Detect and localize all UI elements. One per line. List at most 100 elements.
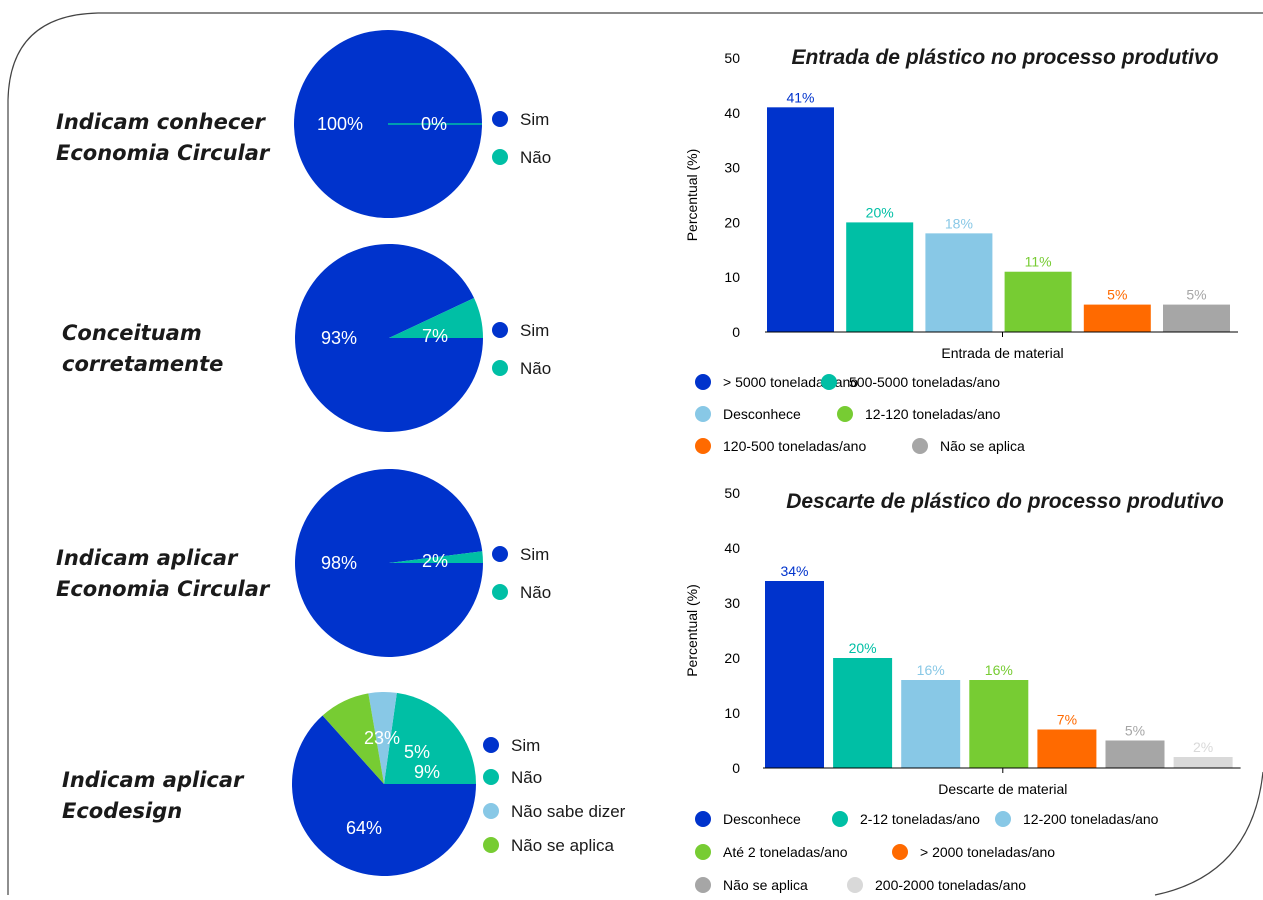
- bar-chart-2-ytick-50: 50: [724, 485, 740, 501]
- bar-chart-2-value-label-3: 16%: [917, 662, 945, 678]
- bar-chart-2: Descarte de plástico do processo produti…: [684, 485, 1241, 893]
- pie-3-legend-marker-1: [492, 546, 508, 562]
- pie-2-label-1: 93%: [321, 328, 357, 348]
- bar-chart-1-value-label-4: 11%: [1025, 254, 1052, 270]
- bar-chart-1-ytick-50: 50: [724, 50, 740, 66]
- pie-4-slice-n-o: [384, 692, 476, 784]
- pie-4-legend-label-1: Sim: [511, 736, 540, 755]
- pie-3-label-1: 98%: [321, 553, 357, 573]
- row-label-1-line2: Economia Circular: [56, 141, 270, 165]
- pie-2-legend-marker-1: [492, 322, 508, 338]
- pie-1-legend-label-2: Não: [520, 148, 551, 167]
- bar-chart-1-xlabel: Entrada de material: [941, 345, 1063, 361]
- bar-chart-1-value-label-6: 5%: [1186, 287, 1206, 303]
- bar-chart-1-ytick-20: 20: [724, 214, 740, 230]
- bar-chart-2-value-label-7: 2%: [1193, 739, 1213, 755]
- row-label-2-line1: Conceituam: [62, 321, 202, 345]
- pie-4-legend-marker-2: [483, 769, 499, 785]
- bar-chart-1: Entrada de plástico no processo produtiv…: [684, 46, 1238, 454]
- bar-chart-2-legend-marker-5: [892, 844, 908, 860]
- bar-chart-2-bar-7: [1173, 757, 1233, 768]
- bar-chart-2-bar-2: [833, 658, 893, 768]
- pie-1-legend-marker-1: [492, 111, 508, 127]
- bar-chart-2-ytick-20: 20: [724, 650, 740, 666]
- row-label-1-line1: Indicam conhecer: [56, 110, 265, 134]
- bar-chart-2-legend-marker-2: [832, 811, 848, 827]
- bar-chart-2-bar-5: [1037, 729, 1097, 768]
- bar-chart-1-value-label-3: 18%: [945, 215, 973, 231]
- bar-chart-1-legend-label-5: 120-500 toneladas/ano: [723, 438, 866, 454]
- pie-3-slice-n-o: [389, 551, 483, 563]
- pie-2-legend-marker-2: [492, 360, 508, 376]
- bar-chart-1-bar-6: [1163, 304, 1230, 332]
- bar-chart-1-ytick-40: 40: [724, 105, 740, 121]
- bar-chart-2-xlabel: Descarte de material: [938, 781, 1067, 797]
- row-label-4-line2: Ecodesign: [62, 799, 183, 823]
- pie-chart-4: 64% 23%5%9% Sim Não Não sabe dizer Não se apl…: [292, 692, 626, 876]
- bar-chart-1-bar-2: [846, 222, 914, 332]
- bar-chart-1-legend-marker-3: [695, 406, 711, 422]
- pie-4-label-3: 5%: [404, 742, 430, 762]
- bar-chart-2-ylabel: Percentual (%): [684, 584, 700, 677]
- bar-chart-2-bar-6: [1105, 740, 1165, 768]
- bar-chart-1-bar-5: [1083, 304, 1151, 332]
- bar-chart-1-legend-label-2: 500-5000 toneladas/ano: [849, 374, 1000, 390]
- bar-chart-1-legend-marker-1: [695, 374, 711, 390]
- pie-chart-3: 98% 2% Sim Não: [294, 468, 551, 657]
- pie-1-label-2: 0%: [421, 114, 447, 134]
- pie-4-legend-marker-1: [483, 737, 499, 753]
- bar-chart-1-ytick-30: 30: [724, 160, 740, 176]
- pie-4-slice-sim: [292, 715, 476, 876]
- pie-1-legend-marker-2: [492, 149, 508, 165]
- pie-2-legend-label-1: Sim: [520, 321, 549, 340]
- bar-chart-2-legend-marker-6: [695, 877, 711, 893]
- bar-chart-1-ylabel: Percentual (%): [684, 149, 700, 242]
- pie-4-legend-label-2: Não: [511, 768, 542, 787]
- bar-chart-1-ytick-10: 10: [724, 269, 740, 285]
- bar-chart-2-legend-label-1: Desconhece: [723, 811, 801, 827]
- bar-chart-2-value-label-1: 34%: [780, 563, 808, 579]
- bar-chart-1-value-label-2: 20%: [866, 204, 894, 220]
- pie-4-label-2: 23%: [364, 728, 400, 748]
- row-label-3: Indicam aplicar Economia Circular: [56, 543, 269, 605]
- row-label-3-line2: Economia Circular: [56, 577, 270, 601]
- pie-1-label-1: 100%: [317, 114, 363, 134]
- bar-chart-2-bar-4: [969, 680, 1029, 768]
- bar-chart-1-legend-label-4: 12-120 toneladas/ano: [865, 406, 1001, 422]
- bar-chart-2-legend-label-5: > 2000 toneladas/ano: [920, 844, 1055, 860]
- pie-4-label-4: 9%: [414, 762, 440, 782]
- bar-chart-2-ytick-10: 10: [724, 705, 740, 721]
- pie-4-legend-marker-3: [483, 803, 499, 819]
- pie-2-legend-label-2: Não: [520, 359, 551, 378]
- row-label-4-line1: Indicam aplicar: [62, 768, 244, 792]
- pie-3-legend-label-1: Sim: [520, 545, 549, 564]
- pie-2-label-2: 7%: [422, 326, 448, 346]
- bar-chart-1-legend-marker-4: [837, 406, 853, 422]
- bar-chart-1-title: Entrada de plástico no processo produtiv…: [791, 46, 1218, 69]
- bar-chart-2-title: Descarte de plástico do processo produti…: [786, 490, 1224, 513]
- bar-chart-2-legend-label-4: Até 2 toneladas/ano: [723, 844, 848, 860]
- bar-chart-1-legend-marker-6: [912, 438, 928, 454]
- pie-chart-1: 100% 0% Sim Não: [294, 30, 551, 218]
- bar-chart-1-legend-marker-5: [695, 438, 711, 454]
- bar-chart-2-value-label-6: 5%: [1125, 723, 1145, 739]
- pie-2-slice-n-o: [389, 297, 483, 338]
- row-label-3-line1: Indicam aplicar: [56, 546, 238, 570]
- bar-chart-1-legend-label-3: Desconhece: [723, 406, 801, 422]
- pie-1-legend-label-1: Sim: [520, 110, 549, 129]
- pie-chart-2: 93% 7% Sim Não: [294, 244, 551, 432]
- bar-chart-1-legend-label-6: Não se aplica: [940, 438, 1025, 454]
- bar-chart-1-value-label-5: 5%: [1107, 287, 1127, 303]
- bar-chart-2-ytick-30: 30: [724, 595, 740, 611]
- row-label-4: Indicam aplicar Ecodesign: [62, 765, 243, 827]
- bar-chart-1-legend-marker-2: [821, 374, 837, 390]
- bar-chart-1-bar-4: [1004, 271, 1072, 332]
- bar-chart-2-value-label-5: 7%: [1057, 712, 1077, 728]
- bar-chart-1-legend-label-1: > 5000 toneladas/ano: [723, 374, 858, 390]
- bar-chart-2-value-label-4: 16%: [985, 662, 1013, 678]
- pie-3-legend-marker-2: [492, 584, 508, 600]
- row-label-2: Conceituam corretamente: [62, 318, 223, 380]
- bar-chart-2-legend-marker-7: [847, 877, 863, 893]
- bar-chart-2-legend-label-7: 200-2000 toneladas/ano: [875, 877, 1026, 893]
